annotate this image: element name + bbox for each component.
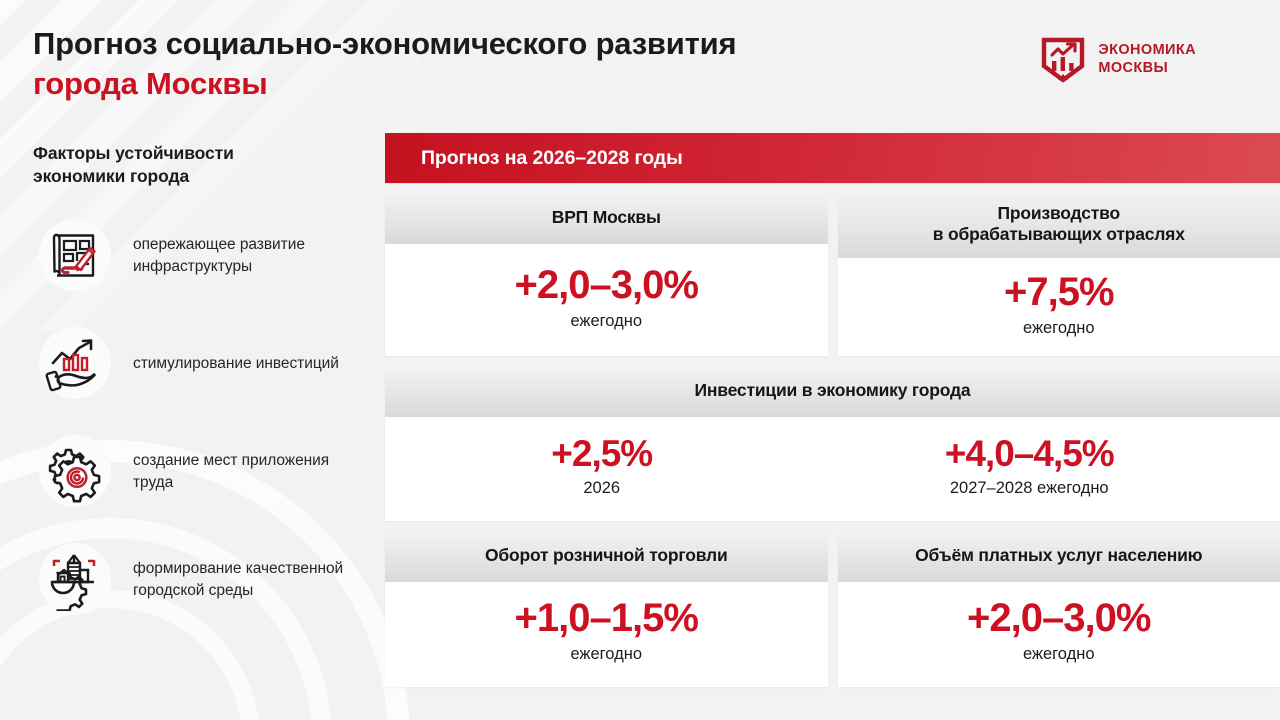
forecast-row-2: Инвестиции в экономику города +2,5% 2026… (385, 365, 1280, 522)
factors-panel: Факторы устойчивости экономики города (33, 142, 363, 621)
card-investments: Инвестиции в экономику города +2,5% 2026… (385, 365, 1280, 522)
forecast-row-1: ВРП Москвы +2,0–3,0% ежегодно Производст… (385, 192, 1280, 357)
card-investments-title: Инвестиции в экономику города (694, 380, 971, 401)
forecast-panel: Прогноз на 2026–2028 годы ВРП Москвы +2,… (385, 133, 1280, 688)
stat-retail-turnover-note: ежегодно (570, 645, 643, 664)
card-manufacturing-title-line-2: в обрабатывающих отраслях (932, 224, 1185, 245)
brand-name: ЭКОНОМИКА МОСКВЫ (1098, 42, 1196, 77)
stat-investments-2026-note: 2026 (583, 479, 621, 498)
card-manufacturing: Производство в обрабатывающих отраслях +… (837, 192, 1280, 357)
stat-manufacturing-note: ежегодно (1022, 318, 1095, 337)
factor-label-jobs: создание мест приложения труда (133, 452, 330, 491)
stat-retail-turnover: +1,0–1,5% ежегодно (514, 596, 699, 665)
card-grp-body: +2,0–3,0% ежегодно (385, 244, 828, 356)
city-gear-icon (33, 539, 115, 621)
stat-investments-2026: +2,5% 2026 (551, 433, 653, 499)
card-paid-services-header: Объём платных услуг населению (837, 530, 1280, 583)
card-manufacturing-title: Производство в обрабатывающих отраслях (933, 203, 1185, 246)
brand-logo: ЭКОНОМИКА МОСКВЫ (1041, 37, 1196, 83)
forecast-row-3: Оборот розничной торговли +1,0–1,5% ежег… (385, 530, 1280, 688)
stat-manufacturing-value: +7,5% (1003, 269, 1115, 314)
card-retail-turnover-title: Оборот розничной торговли (484, 545, 728, 566)
card-manufacturing-body: +7,5% ежегодно (838, 258, 1280, 357)
page-title-line-1: Прогноз социально-экономического развити… (33, 26, 737, 61)
card-manufacturing-header: Производство в обрабатывающих отраслях (837, 192, 1280, 258)
card-paid-services: Объём платных услуг населению +2,0–3,0% … (837, 530, 1280, 688)
card-retail-turnover: Оборот розничной торговли +1,0–1,5% ежег… (385, 530, 828, 688)
card-investments-body: +2,5% 2026 +4,0–4,5% 2027–2028 ежегодно (385, 417, 1280, 521)
factor-item-investment: стимулирование инвестиций (33, 323, 363, 405)
stat-investments-2027-2028: +4,0–4,5% 2027–2028 ежегодно (944, 433, 1115, 499)
card-paid-services-body: +2,0–3,0% ежегодно (838, 582, 1280, 687)
card-retail-turnover-header: Оборот розничной торговли (385, 530, 828, 583)
stat-manufacturing: +7,5% ежегодно (1003, 269, 1115, 339)
page-header: Прогноз социально-экономического развити… (0, 0, 1280, 120)
stat-retail-turnover-value: +1,0–1,5% (514, 596, 699, 641)
shield-chart-icon (1042, 37, 1085, 83)
hand-growth-chart-icon (33, 323, 115, 405)
stat-grp-note: ежегодно (570, 311, 643, 330)
card-grp: ВРП Москвы +2,0–3,0% ежегодно (385, 192, 828, 357)
forecast-bar: Прогноз на 2026–2028 годы (385, 133, 1280, 183)
stat-grp: +2,0–3,0% ежегодно (514, 262, 699, 332)
page-title: Прогноз социально-экономического развити… (33, 24, 737, 103)
factor-item-infrastructure: опережающее развитие инфраструктуры (33, 215, 363, 297)
factors-heading-line-1: Факторы устойчивости (33, 143, 234, 163)
blueprint-pencil-icon (33, 215, 115, 297)
forecast-bar-title: Прогноз на 2026–2028 годы (421, 146, 683, 169)
factor-item-jobs: создание мест приложения труда (33, 431, 363, 513)
factors-list: опережающее развитие инфраструктуры стим… (33, 215, 363, 621)
factors-heading: Факторы устойчивости экономики города (33, 142, 363, 189)
gears-icon (33, 431, 115, 513)
stat-grp-value: +2,0–3,0% (514, 262, 699, 307)
card-grp-header: ВРП Москвы (385, 192, 828, 244)
factor-label-investment: стимулирование инвестиций (133, 354, 339, 372)
factors-heading-line-2: экономики города (33, 166, 190, 187)
card-retail-turnover-body: +1,0–1,5% ежегодно (385, 582, 828, 687)
stat-investments-2026-value: +2,5% (551, 433, 653, 475)
factor-item-urban-environment: формирование качественной городской сред… (33, 539, 363, 621)
factor-label-infrastructure: опережающее развитие инфраструктуры (133, 236, 305, 275)
brand-name-line-2: МОСКВЫ (1098, 60, 1169, 76)
stat-paid-services-value: +2,0–3,0% (967, 596, 1151, 641)
factor-label-urban-environment: формирование качественной городской сред… (133, 560, 344, 599)
page-title-line-2: города Москвы (33, 65, 268, 101)
stat-paid-services: +2,0–3,0% ежегодно (967, 596, 1151, 665)
card-investments-header: Инвестиции в экономику города (385, 365, 1280, 418)
stat-investments-2027-2028-value: +4,0–4,5% (944, 433, 1115, 475)
stat-paid-services-note: ежегодно (1022, 645, 1095, 664)
card-paid-services-title: Объём платных услуг населению (915, 545, 1203, 566)
brand-name-line-1: ЭКОНОМИКА (1098, 42, 1196, 59)
card-manufacturing-title-line-1: Производство (997, 203, 1121, 223)
stat-investments-2027-2028-note: 2027–2028 ежегодно (949, 479, 1109, 498)
card-grp-title: ВРП Москвы (551, 206, 661, 227)
